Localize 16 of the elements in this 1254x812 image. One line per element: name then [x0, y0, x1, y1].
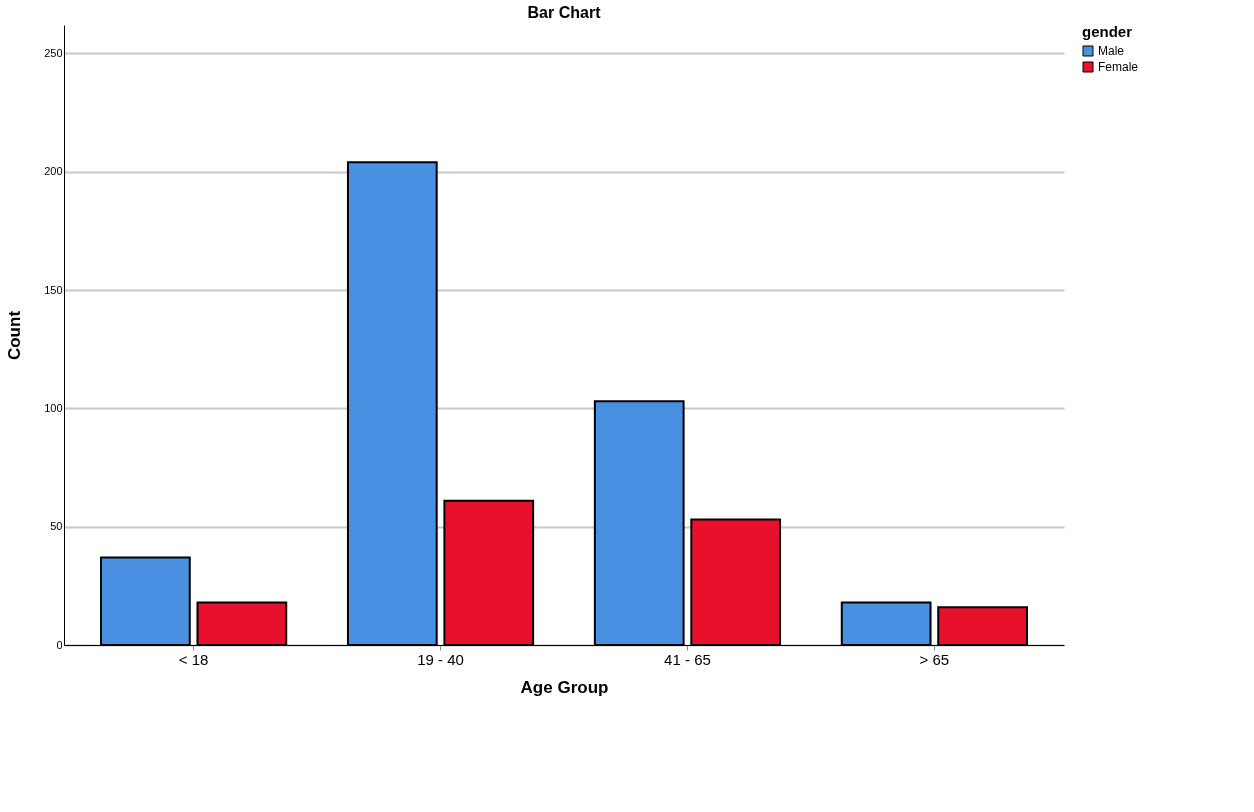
legend-label: Male	[1098, 44, 1125, 58]
x-tick-label: < 18	[178, 650, 209, 668]
y-tick-label: 0	[56, 638, 63, 651]
y-tick-label: 150	[44, 283, 63, 296]
x-tick-label: > 65	[919, 650, 950, 668]
x-axis-title: Age Group	[520, 677, 609, 697]
chart-title: Bar Chart	[527, 4, 602, 21]
legend-label: Female	[1098, 60, 1139, 74]
y-axis-title: Count	[5, 310, 25, 361]
x-tick-label: 41 - 65	[664, 650, 711, 668]
y-tick-label: 250	[44, 46, 63, 59]
y-tick-label: 50	[50, 520, 63, 533]
x-tick-label: 19 - 40	[417, 650, 464, 668]
y-tick-label: 100	[44, 401, 63, 414]
legend-title: gender	[1082, 23, 1133, 40]
y-tick-label: 200	[44, 165, 63, 178]
